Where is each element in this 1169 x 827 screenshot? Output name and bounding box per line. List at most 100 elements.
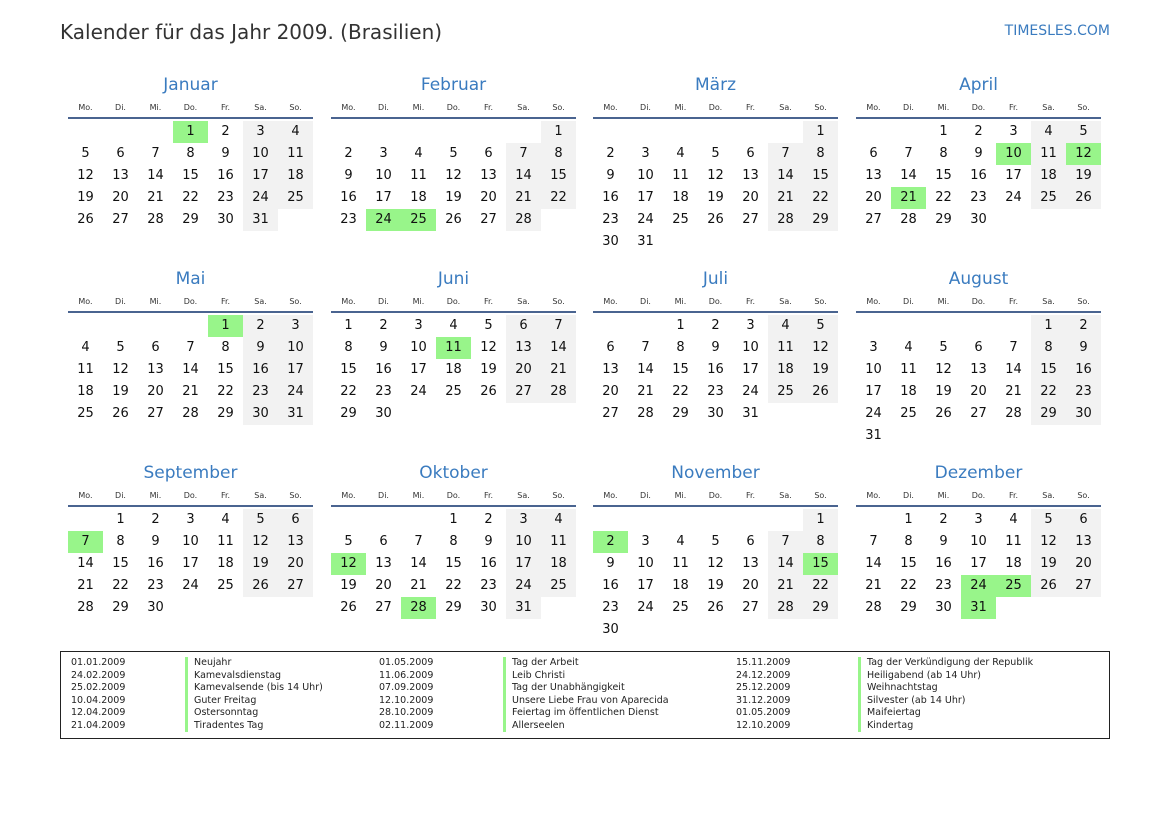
day-cell: 4 [904,340,913,355]
day-cell: 5 [449,146,458,161]
day-cell: 18 [672,190,689,205]
day-cell: 19 [935,384,952,399]
day-cell: 20 [1066,553,1101,575]
day-cell: 23 [1066,381,1101,403]
day-cell: 17 [410,362,427,377]
day-cell: 12 [112,362,129,377]
empty-cell [593,315,628,337]
weekday-label: Mi. [937,296,950,306]
weekday-label: Do. [183,102,198,112]
holiday-name: Unsere Liebe Frau von Aparecida [503,694,669,707]
day-cell: 21 [541,359,576,381]
day-cell: 1 [803,509,838,531]
weekday-label: Mo. [866,102,881,112]
brand-link[interactable]: TIMESLES.COM [1004,23,1110,39]
empty-cell [366,121,401,143]
day-cell: 18 [672,578,689,593]
day-cell: 14 [900,168,917,183]
day-cell: 9 [606,168,615,183]
empty-cell [698,509,733,531]
day-cell: 31 [243,209,278,231]
day-cell: 1 [1031,315,1066,337]
day-cell: 26 [243,575,278,597]
day-cell: 6 [746,534,755,549]
day-cell: 19 [340,578,357,593]
day-cell: 4 [414,146,423,161]
day-cell: 3 [641,534,650,549]
day-cell: 25 [672,212,689,227]
day-cell: 9 [243,337,278,359]
day-cell: 27 [742,212,759,227]
day-cell: 27 [865,212,882,227]
holiday-day-cell: 15 [803,553,838,575]
weekday-label: Do. [971,102,986,112]
holiday-day-cell: 12 [331,553,366,575]
holiday-date: 12.04.2009 [71,707,126,718]
day-cell: 17 [243,165,278,187]
month-title: Oktober [419,463,488,483]
day-cell: 11 [1031,143,1066,165]
holiday-date: 24.12.2009 [736,669,791,681]
weekday-label: Do. [971,490,986,500]
holiday-day-cell: 2 [593,531,628,553]
day-cell: 14 [182,362,199,377]
day-cell: 22 [541,187,576,209]
day-cell: 30 [375,406,392,421]
day-cell: 25 [768,381,803,403]
holiday-date: 01.05.2009 [379,657,434,668]
day-cell: 28 [506,209,541,231]
day-cell: 27 [278,575,313,597]
day-cell: 30 [480,600,497,615]
day-cell: 16 [217,168,234,183]
day-cell: 1 [803,121,838,143]
weekday-label: Mo. [78,102,93,112]
empty-cell [856,509,891,531]
empty-cell [856,315,891,337]
day-cell: 16 [147,556,164,571]
empty-cell [996,315,1031,337]
day-cell: 7 [768,531,803,553]
day-cell: 5 [1066,121,1101,143]
weekday-label: Do. [446,296,461,306]
day-cell: 14 [1005,362,1022,377]
day-cell: 2 [243,315,278,337]
day-cell: 2 [974,124,983,139]
day-cell: 4 [221,512,230,527]
day-cell: 23 [147,578,164,593]
day-cell: 29 [1031,403,1066,425]
day-cell: 19 [803,359,838,381]
holiday-day-cell: 25 [401,209,436,231]
day-cell: 11 [217,534,234,549]
empty-cell [593,509,628,531]
day-cell: 15 [672,362,689,377]
weekday-label: Mo. [603,296,618,306]
day-grid: 1 2 3 4 5 6 7 8 9 10 11 12 13 14 15 16 17 18 19 20 21 22 23 24 2… [68,121,313,231]
day-cell: 21 [1005,384,1022,399]
day-cell: 10 [637,168,654,183]
holiday-day-cell: 25 [996,575,1031,597]
day-cell: 31 [506,597,541,619]
day-cell: 12 [1031,531,1066,553]
day-cell: 23 [243,381,278,403]
day-cell: 27 [602,406,619,421]
weekday-label: Di. [903,102,914,112]
day-cell: 30 [602,234,619,249]
holiday-name: Allerseelen [503,719,565,732]
day-cell: 1 [344,318,353,333]
day-cell: 9 [151,534,160,549]
weekday-label: Fr. [483,102,494,112]
day-cell: 20 [147,384,164,399]
empty-cell [768,121,803,143]
day-cell: 7 [151,146,160,161]
empty-cell [663,509,698,531]
holiday-day-cell: 28 [401,597,436,619]
day-cell: 24 [1005,190,1022,205]
day-cell: 26 [803,381,838,403]
day-cell: 26 [707,212,724,227]
weekday-label: Mo. [866,296,881,306]
day-cell: 14 [77,556,94,571]
weekday-label: Do. [708,490,723,500]
holiday-name: Heiligabend (ab 14 Uhr) [858,669,981,682]
day-cell: 5 [1031,509,1066,531]
